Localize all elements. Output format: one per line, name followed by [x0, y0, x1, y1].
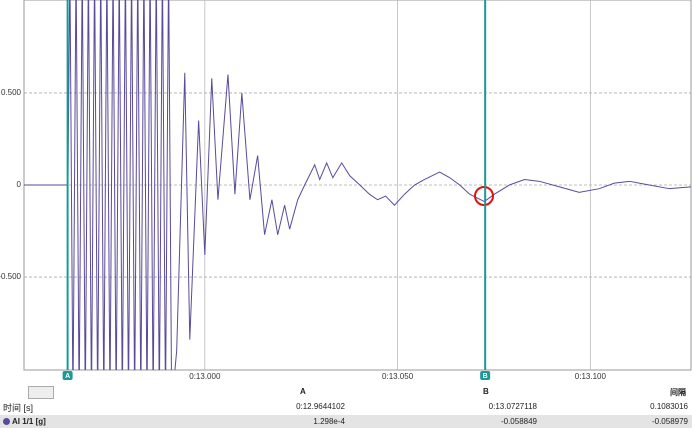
- channel-dot: [3, 418, 10, 425]
- row-label: 时间 [s]: [3, 403, 34, 413]
- x-tick-label: 0:13.100: [575, 372, 607, 381]
- cursor-label: B: [483, 373, 488, 380]
- cell: -0.058979: [651, 417, 688, 426]
- cursor-handle: [62, 371, 73, 380]
- highlight-circle: [474, 186, 494, 206]
- cell: 0:13.0727118: [488, 402, 537, 411]
- y-tick-label: -0.500: [0, 272, 22, 281]
- cell: 1.298e-4: [313, 417, 345, 426]
- x-tick-label: 0:13.050: [382, 372, 414, 381]
- y-tick-label: 0: [17, 180, 22, 189]
- y-tick-label: 0.500: [1, 88, 22, 97]
- cursor-table: A B 间隔 时间 [s] 0:12.9644102 0:13.0727118 …: [0, 383, 692, 428]
- cell: -0.058849: [500, 417, 537, 426]
- waveform: [24, 0, 692, 370]
- table-button[interactable]: [28, 386, 54, 399]
- cursor-handle: [480, 371, 491, 380]
- row-label: AI 1/1 [g]: [12, 417, 46, 426]
- header-cell: B: [483, 387, 489, 396]
- row-background: [0, 415, 692, 428]
- cursor-label: A: [65, 373, 70, 380]
- x-tick-label: 0:13.000: [189, 372, 221, 381]
- header-cell: 间隔: [670, 388, 686, 397]
- cell: 0:12.9644102: [296, 402, 345, 411]
- header-cell: A: [300, 387, 306, 396]
- chart: 0.500 0 -0.500 0:13.000 0:13.050 0:13.100 A B: [0, 0, 692, 381]
- cell: 0.1083016: [650, 402, 688, 411]
